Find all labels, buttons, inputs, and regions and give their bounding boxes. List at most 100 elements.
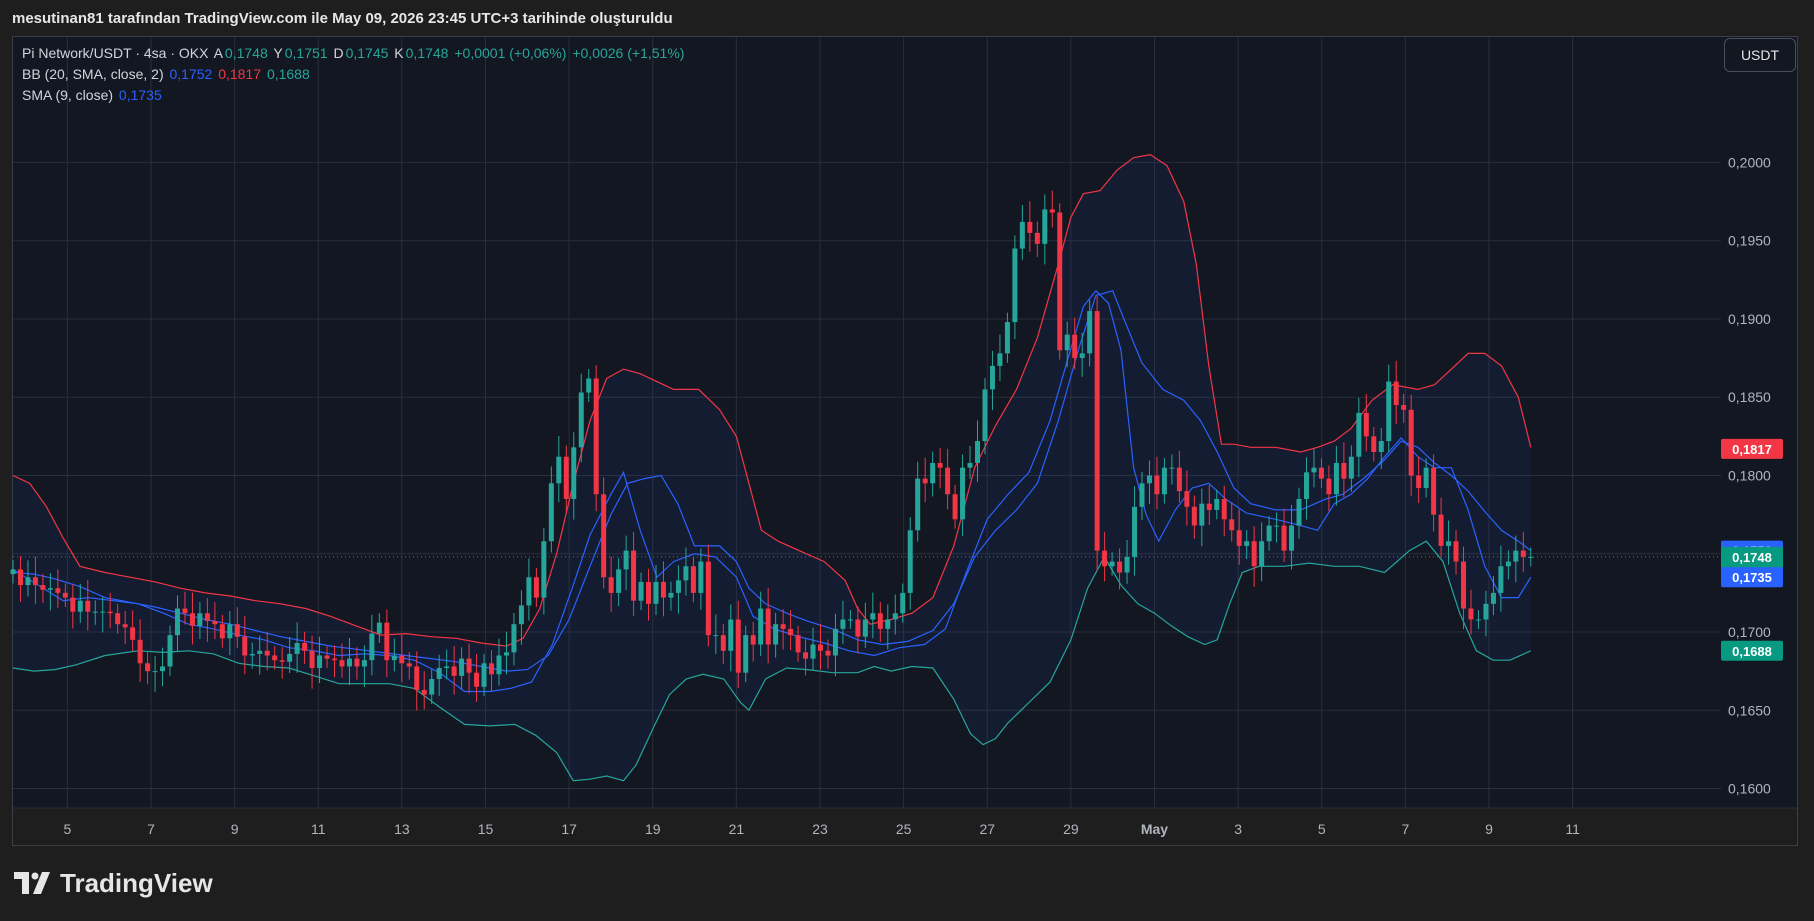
candle-body xyxy=(137,639,143,664)
candle-body xyxy=(40,585,46,590)
time-tick-label: 9 xyxy=(231,821,239,837)
candle-body xyxy=(481,663,487,687)
candle-body xyxy=(810,644,816,659)
candle-body xyxy=(55,588,61,593)
candle-body xyxy=(1520,550,1526,557)
candle-body xyxy=(287,653,293,662)
candle-body xyxy=(945,467,951,495)
low-label: D xyxy=(333,45,344,61)
bb-fill xyxy=(13,154,1531,781)
candle-body xyxy=(10,569,16,575)
candle-body xyxy=(384,622,390,661)
candle-body xyxy=(900,592,906,614)
change-value: +0,0001 (+0,06%) xyxy=(454,45,567,61)
bb-legend[interactable]: BB (20, SMA, close, 2) 0,1752 0,1817 0,1… xyxy=(22,66,312,82)
sma-legend[interactable]: SMA (9, close) 0,1735 xyxy=(22,87,164,103)
candle-body xyxy=(1468,608,1474,620)
candle-body xyxy=(960,467,966,520)
price-tick-label: 0,2000 xyxy=(1728,154,1771,170)
candle-body xyxy=(758,608,764,645)
candle-body xyxy=(1498,566,1504,593)
candle-body xyxy=(1318,467,1324,479)
candle-body xyxy=(1206,503,1212,510)
candle-body xyxy=(234,624,240,637)
candle-body xyxy=(892,613,898,620)
candle-body xyxy=(1326,478,1332,495)
candle-body xyxy=(1483,603,1489,620)
open-value: 0,1748 xyxy=(224,45,268,61)
bb-lower-line xyxy=(12,540,1532,782)
candle-body xyxy=(847,619,853,621)
candle-body xyxy=(204,613,210,622)
time-tick-label: 15 xyxy=(478,821,494,837)
candle-body xyxy=(1303,472,1309,499)
price-tick-label: 0,1700 xyxy=(1728,624,1771,640)
price-tag-bg xyxy=(1721,640,1783,661)
candle-body xyxy=(376,622,382,634)
chart-caption: mesutinan81 tarafından TradingView.com i… xyxy=(12,10,673,27)
candle-body xyxy=(1221,498,1227,520)
candle-body xyxy=(705,561,711,636)
candle-body xyxy=(1446,541,1452,546)
candle-body xyxy=(1079,353,1085,359)
candle-body xyxy=(870,613,876,620)
candle-body xyxy=(795,635,801,653)
price-tick-label: 0,1850 xyxy=(1728,389,1771,405)
candle-body xyxy=(885,619,891,629)
candle-body xyxy=(279,660,285,662)
candle-body xyxy=(317,655,323,669)
candle-body xyxy=(817,644,823,651)
time-axis-labels: 5 7 9 11 13 15 17 19 21 23 25 27 29 May 3 5 7 9 11 xyxy=(63,821,1580,837)
candle-body xyxy=(1094,311,1100,551)
candle-body xyxy=(982,389,988,442)
price-tag-label: 0,1748 xyxy=(1732,550,1772,565)
candle-body xyxy=(361,660,367,667)
candle-body xyxy=(444,666,450,669)
candle-body xyxy=(272,655,278,661)
candle-body xyxy=(578,392,584,448)
candle-body xyxy=(17,569,23,586)
candle-body xyxy=(1453,541,1459,562)
candle-body xyxy=(1214,498,1220,510)
candle-body xyxy=(780,624,786,629)
candle-body xyxy=(922,478,928,484)
candle-body xyxy=(1176,467,1182,492)
candle-body xyxy=(1087,311,1093,354)
candle-body xyxy=(788,628,794,636)
candle-body xyxy=(1072,334,1078,359)
candle-body xyxy=(249,653,255,656)
symbol-name[interactable]: Pi Network/USDT · 4sa · OKX xyxy=(22,45,209,61)
candle-body xyxy=(967,462,973,468)
candle-body xyxy=(1281,525,1287,551)
candle-body xyxy=(294,642,300,654)
candle-body xyxy=(1161,467,1167,495)
candle-body xyxy=(1348,456,1354,479)
candle-body xyxy=(855,619,861,637)
candle-body xyxy=(62,592,68,598)
candle-body xyxy=(683,566,689,581)
candle-body xyxy=(1393,381,1399,406)
candle-body xyxy=(1184,491,1190,507)
candle-body xyxy=(182,608,188,614)
price-tag-bg xyxy=(1721,567,1783,588)
candle-body xyxy=(459,658,465,676)
candle-body xyxy=(660,581,666,598)
candle-body xyxy=(743,635,749,673)
candle-body xyxy=(1259,541,1265,567)
time-tick-label: 25 xyxy=(896,821,912,837)
candle-body xyxy=(907,530,913,593)
candle-body xyxy=(937,462,943,468)
currency-unit-button[interactable]: USDT xyxy=(1724,38,1796,72)
bb-upper-value: 0,1817 xyxy=(218,66,262,82)
time-tick-label: 11 xyxy=(311,821,326,837)
bb-lower-value: 0,1688 xyxy=(266,66,310,82)
candle-body xyxy=(1386,381,1392,442)
candle-body xyxy=(1027,221,1033,233)
candle-body xyxy=(1012,248,1018,323)
candle-body xyxy=(1438,514,1444,546)
candle-body xyxy=(1034,232,1040,244)
candle-body xyxy=(1416,475,1422,489)
bb-basis-line xyxy=(12,290,1532,672)
